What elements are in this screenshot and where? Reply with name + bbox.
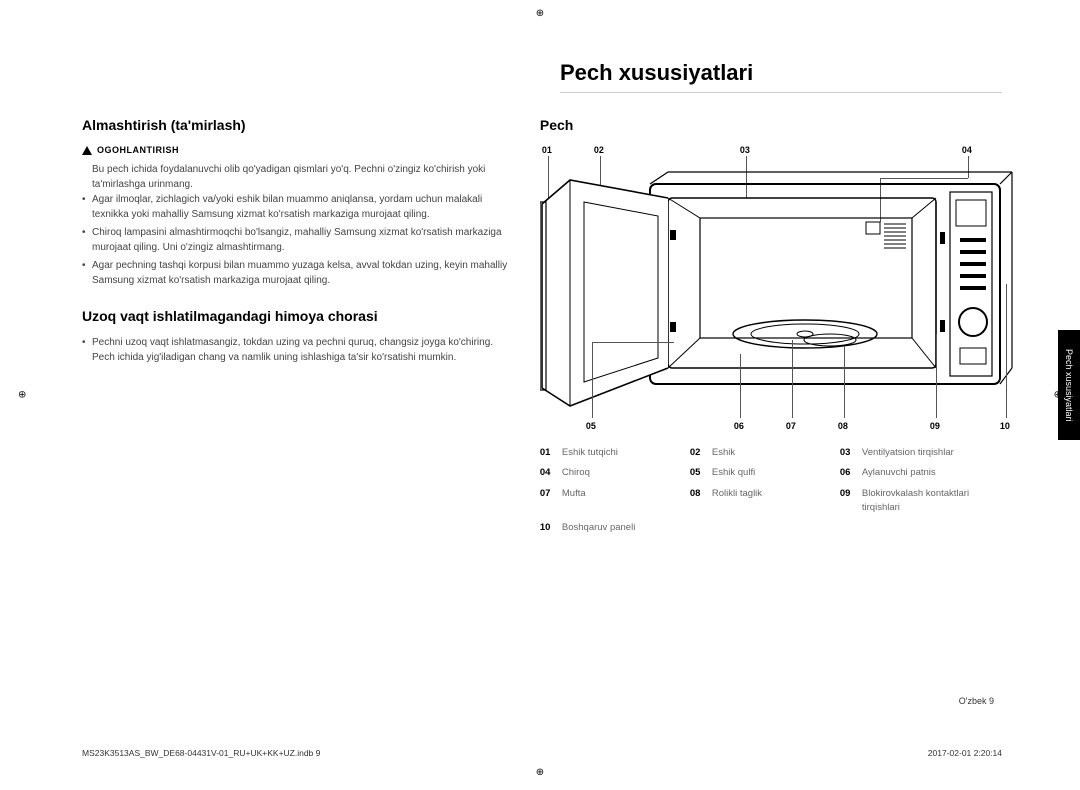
legend-row: 04 Chiroq 05 Eshik qulfi 06 Aylanuvchi patn…: [540, 466, 1002, 480]
leader: [740, 354, 741, 418]
columns: Almashtirish (ta'mirlash) OGOHLANTIRISH …: [82, 103, 1002, 541]
legend-num: 05: [690, 466, 706, 480]
microwave-svg: [540, 162, 1020, 412]
warning-icon: [82, 146, 92, 155]
legend-num: 07: [540, 487, 556, 516]
storage-list: Pechni uzoq vaqt ishlatmasangiz, tokdan …: [82, 335, 510, 365]
footer-right: 2017-02-01 2:20:14: [928, 748, 1002, 758]
heading-repair: Almashtirish (ta'mirlash): [82, 115, 510, 136]
heading-storage: Uzoq vaqt ishlatilmagandagi himoya chora…: [82, 306, 510, 327]
warn-item: Agar ilmoqlar, zichlagich va/yoki eshik …: [82, 192, 510, 222]
left-column: Almashtirish (ta'mirlash) OGOHLANTIRISH …: [82, 103, 510, 541]
legend-num: 03: [840, 446, 856, 460]
heading-oven: Pech: [540, 115, 1002, 136]
legend-row: 07Mufta 08Rolikli taglik 09Blokirovkalas…: [540, 487, 1002, 516]
legend-text: Chiroq: [562, 466, 590, 480]
legend-row: 10 Boshqaruv paneli: [540, 521, 1002, 535]
legend-text: Ventilyatsion tirqishlar: [862, 446, 954, 460]
legend-num: 02: [690, 446, 706, 460]
legend-num: 01: [540, 446, 556, 460]
registration-mark-bottom: ⊕: [536, 767, 544, 778]
warning-row: OGOHLANTIRISH: [82, 144, 510, 158]
legend-row: 01 Eshik tutqichi 02 Eshik 03 Ventilyatsion…: [540, 446, 1002, 460]
callout-09: 09: [930, 420, 940, 434]
warning-intro: Bu pech ichida foydalanuvchi olib qo'yad…: [92, 162, 510, 192]
legend-num: 04: [540, 466, 556, 480]
page-title: Pech xususiyatlari: [560, 60, 1002, 93]
registration-mark-top: ⊕: [536, 8, 544, 19]
warning-label: OGOHLANTIRISH: [97, 144, 179, 158]
legend-num: 06: [840, 466, 856, 480]
leader: [844, 346, 845, 418]
callout-01: 01: [542, 144, 552, 158]
legend-text: Aylanuvchi patnis: [862, 466, 936, 480]
legend-text: Eshik: [712, 446, 735, 460]
legend-text: Eshik qulfi: [712, 466, 755, 480]
warn-item: Chiroq lampasini almashtirmoqchi bo'lsan…: [82, 225, 510, 255]
callout-08: 08: [838, 420, 848, 434]
callout-05: 05: [586, 420, 596, 434]
oven-diagram: 01 02 03 04: [540, 144, 1002, 434]
callout-06: 06: [734, 420, 744, 434]
warn-item: Agar pechning tashqi korpusi bilan muamm…: [82, 258, 510, 288]
legend-text: Rolikli taglik: [712, 487, 762, 516]
legend-num: 08: [690, 487, 706, 516]
legend-text: Boshqaruv paneli: [562, 521, 635, 535]
legend-num: 10: [540, 521, 556, 535]
leader: [592, 342, 674, 343]
side-tab: Pech xususiyatlari: [1058, 330, 1080, 440]
leader: [936, 334, 937, 418]
warning-list: Agar ilmoqlar, zichlagich va/yoki eshik …: [82, 192, 510, 288]
leader: [792, 340, 793, 418]
page-number: O'zbek 9: [959, 696, 994, 706]
callout-04: 04: [962, 144, 972, 158]
footer-left: MS23K3513AS_BW_DE68-04431V-01_RU+UK+KK+U…: [82, 748, 320, 758]
legend-num: 09: [840, 487, 856, 516]
leader: [592, 342, 593, 418]
callout-02: 02: [594, 144, 604, 158]
footer: MS23K3513AS_BW_DE68-04431V-01_RU+UK+KK+U…: [82, 748, 1002, 758]
leader: [1006, 284, 1007, 418]
callout-07: 07: [786, 420, 796, 434]
registration-mark-left: ⊕: [18, 390, 26, 401]
legend-text: Mufta: [562, 487, 586, 516]
callout-03: 03: [740, 144, 750, 158]
right-column: Pech 01 02 03 04: [540, 103, 1002, 541]
legend-text: Blokirovkalash kontaktlari tirqishlari: [862, 487, 1002, 516]
legend: 01 Eshik tutqichi 02 Eshik 03 Ventilyatsion…: [540, 446, 1002, 535]
page-content: Pech xususiyatlari Almashtirish (ta'mirl…: [82, 60, 1002, 740]
legend-text: Eshik tutqichi: [562, 446, 618, 460]
storage-item: Pechni uzoq vaqt ishlatmasangiz, tokdan …: [82, 335, 510, 365]
callout-10: 10: [1000, 420, 1010, 434]
